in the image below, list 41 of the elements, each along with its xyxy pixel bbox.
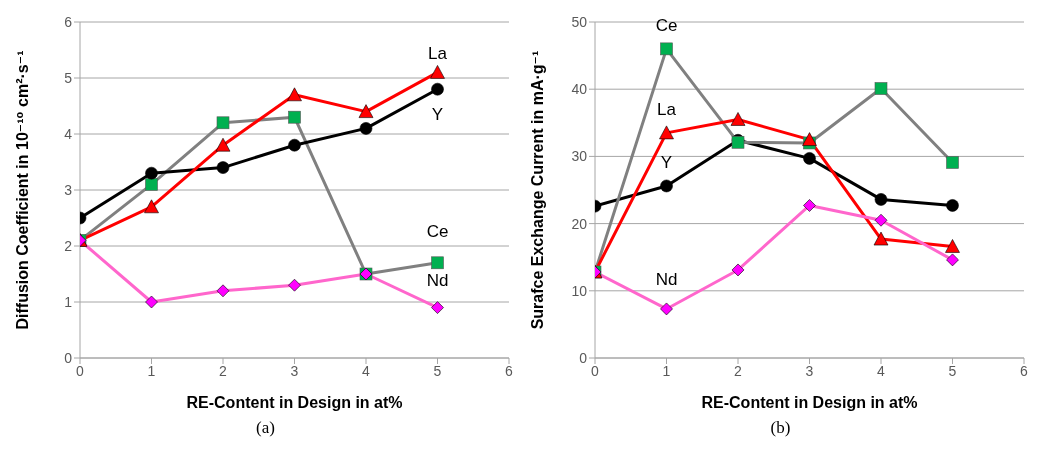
x-tick-label: 3: [805, 362, 814, 379]
y-tick-label: 0: [64, 349, 73, 366]
text: (a): [255, 418, 276, 438]
series-label: Y: [660, 153, 673, 173]
y-tick-label: 1: [64, 293, 73, 310]
x-axis-title: RE-Content in Design in at%: [186, 394, 403, 411]
series-label: La: [428, 43, 448, 63]
y-tick-label: 2: [64, 237, 73, 254]
x-tick-label: 2: [734, 362, 743, 379]
y-tick-label: 4: [64, 125, 73, 142]
x-tick-label: 5: [948, 362, 957, 379]
x-tick-label: 4: [362, 362, 371, 379]
y-axis-title: Surafce Exchange Current in mA·g⁻¹: [528, 50, 546, 330]
y-tick-label: 5: [64, 69, 73, 86]
series-label: Ce: [655, 16, 678, 36]
x-tick-label: 4: [877, 362, 886, 379]
x-tick-label: 1: [147, 362, 156, 379]
x-tick-label: 0: [591, 362, 600, 379]
y-tick-label: 0: [579, 349, 588, 366]
x-tick-label: 2: [219, 362, 228, 379]
text: (b): [769, 418, 792, 438]
x-tick-label: 5: [433, 362, 442, 379]
series-label: La: [657, 100, 677, 120]
x-axis-title: RE-Content in Design in at%: [701, 394, 918, 411]
x-tick-label: 0: [76, 362, 85, 379]
y-tick-label: 40: [571, 81, 588, 98]
series-label: Ce: [426, 222, 449, 242]
y-tick-label: 10: [571, 282, 588, 299]
y-tick-label: 3: [64, 181, 73, 198]
x-tick-label: 1: [662, 362, 671, 379]
x-tick-label: 6: [505, 362, 514, 379]
y-tick-label: 6: [64, 13, 73, 30]
y-tick-label: 20: [571, 215, 588, 232]
y-tick-label: 30: [571, 148, 588, 165]
series-label: Nd: [655, 270, 678, 290]
series-label: Y: [431, 104, 444, 124]
y-tick-label: 50: [571, 13, 588, 30]
x-tick-label: 3: [290, 362, 299, 379]
x-tick-label: 6: [1020, 362, 1029, 379]
y-axis-title: Diffusion Coefficient in 10⁻¹⁰ cm²·s⁻¹: [13, 50, 31, 330]
series-label: Nd: [426, 271, 449, 291]
